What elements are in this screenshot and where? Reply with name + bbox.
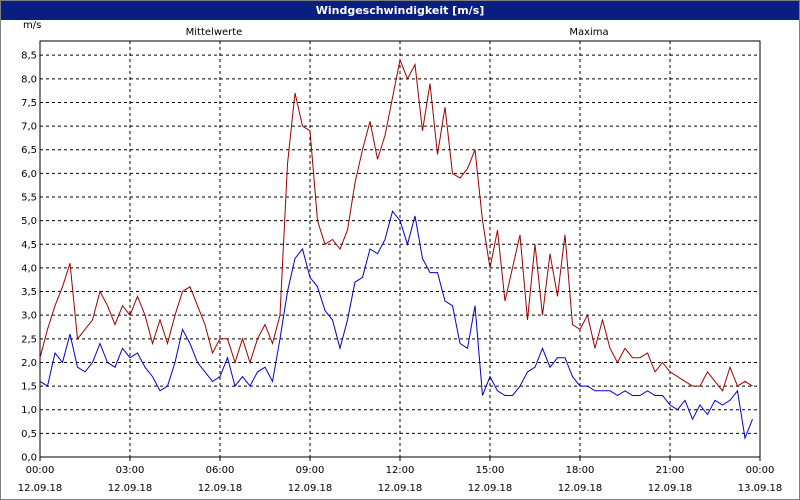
y-tick-label: 3,5	[21, 287, 37, 298]
x-tick-date-label: 12.09.18	[108, 483, 153, 494]
chart-title: Windgeschwindigkeit [m/s]	[1, 1, 799, 20]
y-tick-label: 0,0	[21, 453, 37, 464]
y-tick-label: 8,5	[21, 51, 37, 62]
x-tick-time-label: 21:00	[656, 465, 685, 476]
y-tick-label: 7,0	[21, 122, 37, 133]
y-tick-label: 3,0	[21, 311, 37, 322]
x-tick-date-label: 13.09.18	[738, 483, 783, 494]
y-tick-label: 4,0	[21, 263, 37, 274]
x-tick-time-label: 00:00	[746, 465, 775, 476]
x-tick-time-label: 09:00	[296, 465, 325, 476]
legend-mittelwerte: Mittelwerte	[186, 27, 243, 38]
y-tick-label: 6,0	[21, 169, 37, 180]
axes: 0,0 0,5 1,0 1,5 2,0 2,5 3,0 3,5 4,0 4,5 5,0 5,5 6,0 6…	[18, 20, 783, 494]
legend: Mittelwerte Maxima	[186, 27, 609, 38]
plot-frame	[39, 40, 761, 458]
grid	[39, 41, 761, 458]
x-tick-date-label: 12.09.18	[648, 483, 693, 494]
x-tick-date-label: 12.09.18	[198, 483, 243, 494]
x-tick-time-label: 15:00	[476, 465, 505, 476]
y-tick-label: 0,5	[21, 429, 37, 440]
y-axis-label: m/s	[23, 20, 41, 31]
legend-maxima: Maxima	[569, 27, 608, 38]
y-tick-label: 1,0	[21, 405, 37, 416]
x-tick-time-label: 03:00	[116, 465, 145, 476]
x-tick-time-label: 00:00	[26, 465, 55, 476]
y-tick-label: 7,5	[21, 98, 37, 109]
y-tick-label: 4,5	[21, 240, 37, 251]
x-tick-date-label: 12.09.18	[468, 483, 513, 494]
y-tick-label: 6,5	[21, 145, 37, 156]
x-tick-date-label: 12.09.18	[558, 483, 603, 494]
series-line-maxima	[39, 58, 753, 392]
x-tick-date-label: 12.09.18	[288, 483, 333, 494]
x-tick-date-label: 12.09.18	[378, 483, 423, 494]
y-tick-label: 1,5	[21, 382, 37, 393]
wind-speed-chart: 0,0 0,5 1,0 1,5 2,0 2,5 3,0 3,5 4,0 4,5 5,0 5,5 6,0 6…	[18, 20, 783, 494]
x-tick-date-label: 12.09.18	[18, 483, 63, 494]
y-tick-label: 2,5	[21, 334, 37, 345]
y-tick-label: 5,5	[21, 193, 37, 204]
x-tick-time-label: 06:00	[206, 465, 235, 476]
y-tick-label: 2,0	[21, 358, 37, 369]
y-tick-label: 8,0	[21, 74, 37, 85]
y-tick-label: 5,0	[21, 216, 37, 227]
series-line-mittelwerte	[39, 210, 753, 440]
series	[39, 58, 753, 440]
x-tick-time-label: 18:00	[566, 465, 595, 476]
x-tick-time-label: 12:00	[386, 465, 415, 476]
